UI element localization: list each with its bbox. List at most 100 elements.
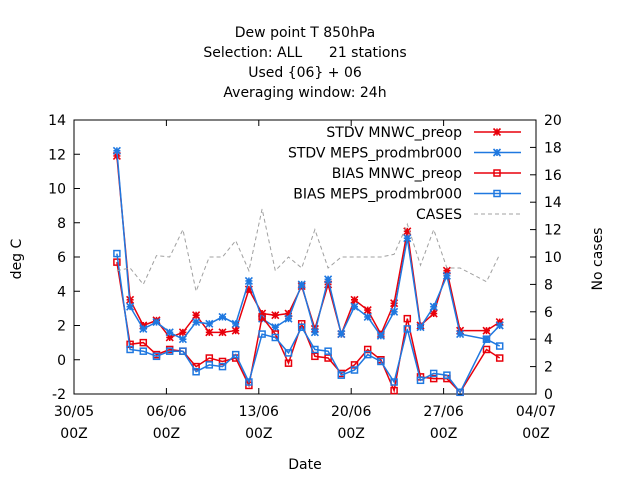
data-point-star [178,328,187,337]
data-point-star [376,331,385,340]
data-point-star [112,146,121,155]
data-point-star [244,276,253,286]
data-point-square [403,314,412,323]
data-point-square [443,371,451,379]
legend-label: STDV MNWC_preop [326,125,462,141]
data-point-star [324,275,333,284]
data-point-star [482,326,491,335]
data-point-star [205,319,214,328]
data-point-star [231,319,240,328]
y2-tick-label: 8 [544,277,553,293]
y2-tick-label: 10 [544,250,562,266]
data-point-star [324,280,333,289]
x-axis-label: Date [288,457,321,473]
data-point-square [363,345,372,354]
data-point-square [231,350,240,359]
legend-entry: BIAS MNWC_preop [332,166,521,182]
x-tick-label: 27/06 [423,404,463,420]
y-tick-label: 10 [48,182,66,198]
data-point-square [493,189,501,198]
y2-tick-label: 2 [544,360,553,376]
x-tick-label: 20/06 [331,404,371,420]
data-series [112,146,504,397]
y-tick-label: 8 [57,216,66,232]
data-point-square [205,361,214,369]
data-point-star [429,302,438,311]
data-point-star [126,302,135,311]
series-bias-meps-prodmbr000 [113,249,504,397]
data-point-square [284,349,293,357]
y-tick-label: 14 [48,113,66,129]
y2-tick-label: 16 [544,168,562,184]
data-point-star [350,295,359,304]
y2-tick-label: 18 [544,140,562,156]
data-point-square [456,388,464,397]
data-point-square [416,376,425,385]
data-point-star [403,234,412,243]
data-point-star [416,323,425,332]
data-point-star [492,127,502,137]
x-tick-label-time: 00Z [337,426,364,442]
series-stdv-meps-prodmbr000 [112,146,504,344]
data-point-square [258,330,266,338]
data-point-star [178,335,187,344]
data-point-star [284,314,293,323]
legend-entry: BIAS MEPS_prodmbr000 [293,187,521,203]
axis-ticks: -2 0 2 4 6 8 10 12 14 0 2 4 6 8 10 12 14 16 18 20 30/05 00Z 06… [48,113,562,442]
data-point-square [258,313,266,321]
data-point-square [495,354,504,362]
y2-tick-label: 6 [544,305,553,321]
data-point-square [482,345,491,354]
series-line [116,253,501,394]
data-point-square [113,249,121,258]
x-tick-label-time: 00Z [60,426,87,442]
data-point-star [442,271,451,280]
data-point-square [192,367,200,376]
data-point-star [165,333,174,342]
legend-entry: STDV MNWC_preop [326,125,521,141]
data-point-square [403,325,412,333]
legend-label: STDV MEPS_prodmbr000 [288,146,462,162]
y-tick-label: 0 [57,353,66,369]
y2-tick-label: 0 [544,387,553,403]
data-point-star [192,318,201,327]
data-point-square [126,345,134,354]
data-point-square [165,347,174,355]
y2-tick-label: 20 [544,113,562,129]
data-point-star [390,307,399,316]
data-point-star [429,309,438,318]
x-tick-label-time: 00Z [153,426,180,442]
chart-legend: STDV MNWC_preop STDV MEPS_prodmbr000 BIAS … [288,125,521,223]
data-point-square [390,378,398,386]
data-point-square [284,359,293,367]
data-point-square [205,354,214,362]
data-point-star [456,329,465,339]
data-point-star [390,299,399,308]
data-point-star [363,306,372,315]
data-point-square [482,335,491,343]
data-point-square [350,366,359,374]
data-point-star [244,285,253,294]
legend-label: BIAS MNWC_preop [332,166,462,182]
data-point-square [139,347,148,355]
y2-axis-label: No cases [590,228,606,291]
data-point-star [152,318,161,327]
data-point-square [179,347,187,355]
data-point-square [495,342,504,350]
data-point-star [492,148,502,157]
data-point-star [231,326,240,335]
data-point-star [350,302,359,311]
y2-tick-label: 14 [544,195,562,211]
data-point-square [350,361,359,369]
data-point-star [403,227,412,236]
data-point-star [139,324,148,333]
title-line: Dew point T 850hPa [235,25,375,41]
data-point-square [363,350,372,359]
data-point-star [310,328,319,337]
y-tick-label: 4 [57,284,66,300]
x-tick-label: 30/05 [54,404,94,420]
data-point-square [377,357,385,366]
data-point-square [311,352,319,361]
x-tick-label: 13/06 [239,404,279,420]
y-tick-label: 12 [48,147,66,163]
